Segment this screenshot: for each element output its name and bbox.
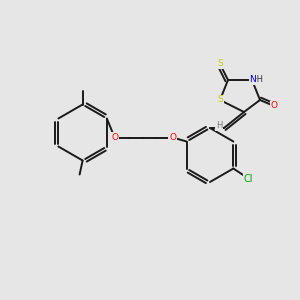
- Text: H: H: [216, 122, 222, 130]
- Text: S: S: [217, 95, 223, 104]
- Text: O: O: [271, 101, 278, 110]
- Text: S: S: [217, 59, 223, 68]
- Text: O: O: [111, 133, 118, 142]
- Text: Cl: Cl: [244, 173, 253, 184]
- Text: N: N: [250, 76, 256, 85]
- Text: ·H: ·H: [254, 74, 263, 83]
- Text: O: O: [169, 133, 176, 142]
